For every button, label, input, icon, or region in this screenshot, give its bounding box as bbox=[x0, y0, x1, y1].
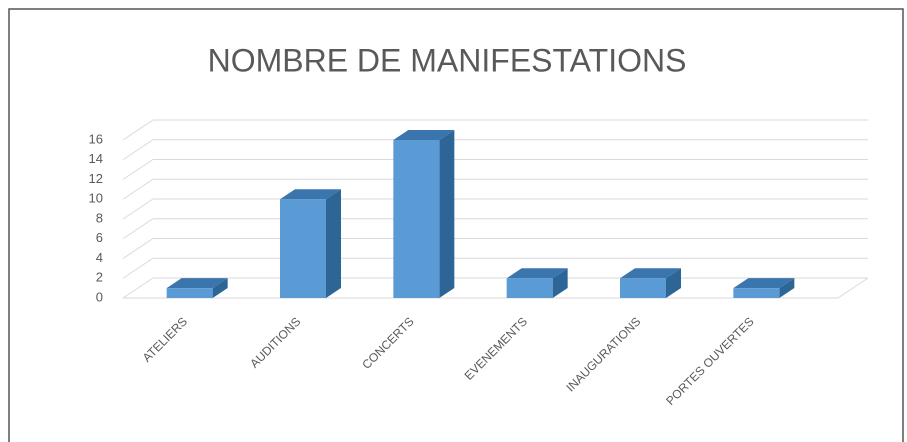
y-tick-label: 8 bbox=[96, 210, 103, 225]
bar bbox=[620, 268, 681, 298]
y-tick-label: 6 bbox=[96, 230, 103, 245]
bar-side bbox=[439, 130, 455, 298]
grid-line bbox=[122, 238, 154, 259]
bar-front bbox=[166, 288, 213, 298]
y-tick-label: 16 bbox=[89, 131, 103, 146]
bar-top bbox=[506, 268, 568, 279]
grid-line bbox=[122, 159, 154, 180]
chart-title: NOMBRE DE MANIFESTATIONS bbox=[208, 42, 687, 78]
bar-top bbox=[166, 278, 228, 289]
bar-top bbox=[280, 189, 341, 200]
x-axis-line bbox=[837, 277, 869, 299]
grid-line bbox=[122, 139, 154, 161]
bar-front bbox=[280, 199, 326, 298]
bar-front bbox=[506, 278, 553, 298]
y-tick-label: 2 bbox=[96, 270, 103, 285]
bar-front bbox=[733, 288, 780, 298]
grid-line bbox=[122, 178, 154, 200]
y-tick-label: 10 bbox=[89, 191, 103, 206]
grid-line bbox=[122, 257, 154, 279]
y-tick-label: 4 bbox=[96, 250, 103, 265]
bar bbox=[733, 278, 795, 298]
chart-border bbox=[8, 8, 904, 442]
bar bbox=[280, 189, 341, 298]
bar-top bbox=[393, 130, 455, 140]
bar-top bbox=[733, 278, 795, 289]
grid-line bbox=[122, 277, 154, 299]
bar bbox=[506, 268, 568, 298]
bar-front bbox=[393, 140, 440, 298]
bar-top bbox=[620, 268, 681, 279]
bar-side bbox=[326, 189, 341, 298]
y-tick-label: 14 bbox=[89, 151, 103, 166]
bar-front bbox=[620, 278, 666, 298]
grid-line bbox=[122, 119, 154, 141]
y-tick-label: 12 bbox=[89, 171, 103, 186]
grid-line bbox=[122, 218, 154, 240]
bar bbox=[393, 130, 455, 298]
grid-line bbox=[122, 198, 154, 220]
bar-side bbox=[779, 278, 795, 298]
bar-side bbox=[552, 268, 568, 298]
bar-side bbox=[212, 278, 228, 298]
bar bbox=[166, 278, 228, 298]
bar-side bbox=[666, 268, 681, 298]
y-tick-label: 0 bbox=[96, 289, 103, 304]
